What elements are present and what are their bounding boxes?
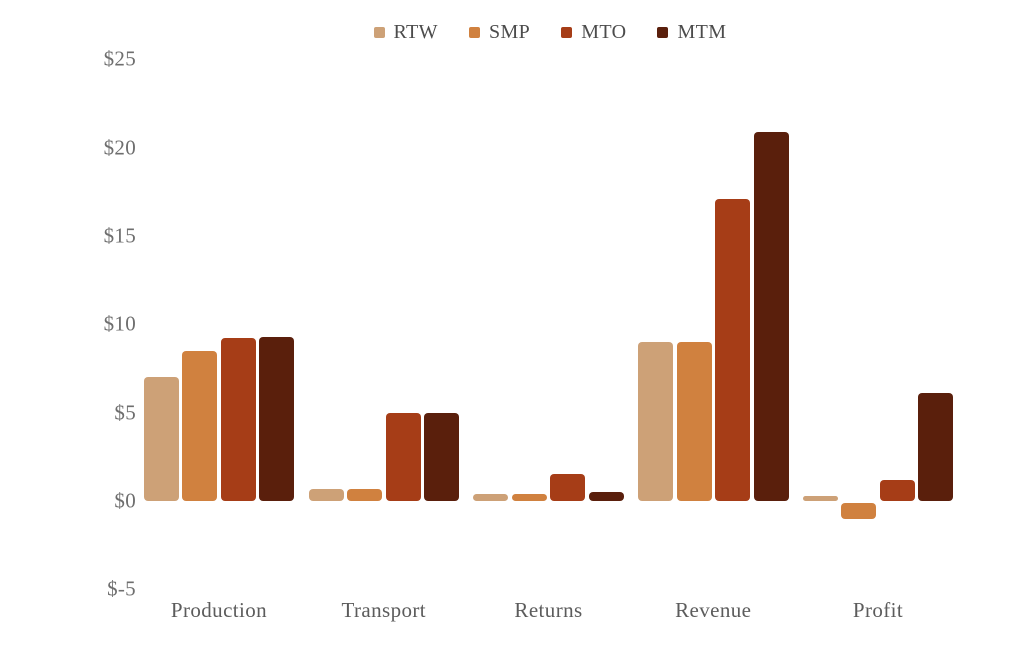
bar-mtm-returns bbox=[588, 492, 624, 501]
legend-item-rtw: RTW bbox=[373, 20, 438, 44]
bar-mto-production bbox=[220, 338, 256, 501]
bar-rtw-returns bbox=[473, 493, 509, 501]
bar-smp-production bbox=[182, 350, 218, 501]
x-label-profit: Profit bbox=[852, 598, 904, 622]
bar-mtm-transport bbox=[424, 412, 459, 501]
y-tick-25: $25 bbox=[103, 46, 136, 71]
x-label-revenue: Revenue bbox=[675, 598, 752, 622]
bar-mtm-production bbox=[259, 336, 295, 501]
bar-smp-revenue bbox=[676, 341, 712, 501]
legend-swatch-smp bbox=[468, 26, 480, 38]
legend-swatch-mto bbox=[561, 26, 573, 38]
bar-mto-returns bbox=[550, 474, 586, 501]
bar-rtw-production bbox=[143, 377, 179, 501]
bar-mto-transport bbox=[385, 412, 421, 501]
legend: RTW SMP MTO MTM bbox=[38, 20, 1024, 44]
legend-label-mtm: MTM bbox=[677, 20, 727, 43]
legend-swatch-rtw bbox=[373, 26, 385, 38]
x-label-transport: Transport bbox=[341, 598, 427, 622]
bar-rtw-transport bbox=[308, 488, 344, 501]
legend-swatch-mtm bbox=[657, 26, 669, 38]
y-tick-20: $20 bbox=[103, 135, 136, 160]
legend-label-rtw: RTW bbox=[393, 20, 438, 43]
bar-smp-profit bbox=[841, 503, 877, 520]
y-tick-15: $15 bbox=[103, 223, 136, 248]
bar-mtm-revenue bbox=[753, 131, 789, 501]
x-label-returns: Returns bbox=[514, 598, 583, 622]
bar-mtm-profit bbox=[918, 393, 954, 501]
y-tick-10: $10 bbox=[103, 311, 136, 336]
bar-smp-transport bbox=[347, 488, 382, 501]
y-tick-0: $0 bbox=[114, 488, 136, 513]
bar-rtw-revenue bbox=[638, 341, 673, 501]
legend-item-mto: MTO bbox=[561, 20, 626, 44]
legend-label-mto: MTO bbox=[581, 20, 627, 43]
bar-rtw-profit bbox=[802, 495, 838, 501]
bar-mto-profit bbox=[879, 479, 915, 501]
y-tick-5: $5 bbox=[114, 400, 136, 425]
legend-label-smp: SMP bbox=[488, 20, 531, 43]
legend-item-mtm: MTM bbox=[657, 20, 726, 44]
y-tick-neg5: $-5 bbox=[107, 576, 136, 601]
x-label-production: Production bbox=[170, 598, 268, 622]
legend-item-smp: SMP bbox=[468, 20, 531, 44]
bar-mto-revenue bbox=[715, 198, 750, 501]
bar-smp-returns bbox=[511, 493, 547, 501]
